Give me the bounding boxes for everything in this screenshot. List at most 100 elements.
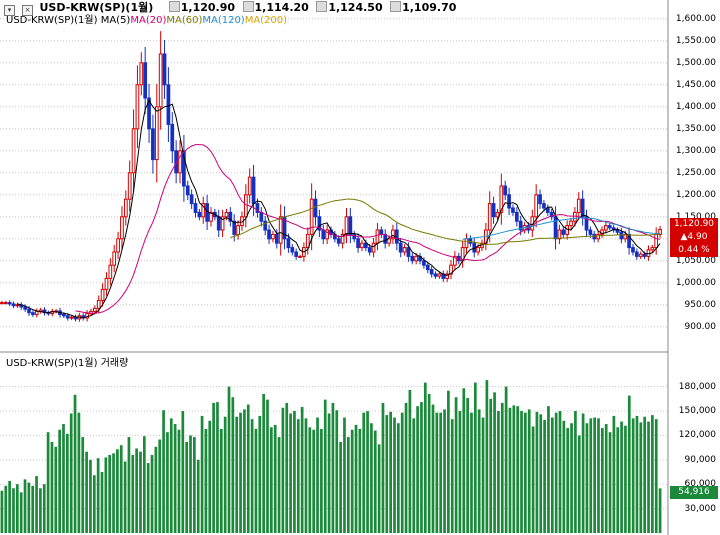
candle-body [23,306,28,310]
volume-bar [458,411,462,533]
ma5-line [17,99,661,319]
candle-body [139,62,144,86]
volume-bar [531,426,535,533]
volume-bar [281,407,285,533]
volume-bar [154,446,158,533]
volume-bar [597,418,600,533]
volume-bar [131,454,135,533]
volume-bar [216,402,219,533]
volume-bar [4,485,8,533]
candle-body [565,225,570,235]
candle-body [573,211,577,222]
candle-body [325,229,329,240]
volume-bar [273,424,277,533]
candle-body [406,247,411,257]
price-tick-label: 1,200.00 [675,189,716,200]
high-price: 1,114.20 [254,1,309,14]
candle-body [151,128,155,161]
volume-bar [600,428,604,533]
candle-body [11,303,16,307]
volume-bar [485,380,489,533]
volume-bar [289,413,292,533]
legend-ma60: MA(60) [166,15,203,26]
volume-bar [112,453,115,533]
close-icon[interactable]: × [22,5,33,16]
volume-legend: USD-KRW(SP)(1월) 거래량 [6,358,129,369]
candle-body [182,150,186,187]
candle-body [437,273,442,277]
volume-tick-label: 150,000 [678,406,716,417]
volume-bar [654,419,658,533]
volume-bar [431,404,435,533]
volume-bar [162,410,165,533]
candle-body [263,220,268,231]
candle-body [344,216,349,235]
symbol-name: USD-KRW(SP)(1월) [39,1,154,14]
collapse-icon[interactable]: ▾ [4,5,15,16]
candle-body [511,207,515,213]
volume-bar [150,454,154,533]
volume-bar [200,415,204,533]
volume-bar [397,423,400,533]
candle-body [615,229,620,233]
candle-body [228,211,233,222]
volume-bar [266,399,269,533]
volume-bar [12,488,15,533]
candle-body [425,264,430,271]
volume-bar [473,382,477,533]
candle-body [271,233,275,240]
candle-body [476,247,480,253]
candle-body [143,62,148,99]
volume-bar [412,418,416,533]
volume-bar [223,416,227,533]
candle-body [627,233,631,249]
volume-bar [493,392,496,533]
chart-header: ▾ × USD-KRW(SP)(1월) 1,120.90 1,114.20 1,1… [0,0,668,16]
candle-body [569,220,573,227]
ma60-line [230,198,661,246]
candle-body [220,216,225,231]
candle-body [495,211,500,218]
open-price-icon [168,1,180,12]
candle-body [65,315,70,319]
volume-bar [574,411,577,533]
price-tick-label: 1,450.00 [675,79,716,90]
volume-bar [504,386,508,533]
price-tick-label: 1,400.00 [675,101,716,112]
candlestick-series [0,31,662,322]
volume-bar [158,439,162,533]
candle-body [631,247,635,253]
volume-bar [320,428,323,533]
volume-bar [339,441,342,533]
volume-bar [512,405,516,533]
volume-bar [639,422,643,533]
price-tick-label: 1,300.00 [675,145,716,156]
candle-body [642,253,647,257]
candle-body [236,225,240,235]
candle-body [371,242,376,253]
candle-body [290,247,295,253]
volume-bar [27,482,31,533]
volume-bar [204,428,208,533]
volume-bar [58,429,62,533]
volume-bar [443,409,446,533]
volume-bar [166,432,169,533]
candle-body [201,203,206,218]
candle-body [92,307,97,312]
volume-bar [246,404,250,533]
volume-bar [466,398,469,533]
volume-bar [54,446,58,533]
volume-bar [370,423,373,533]
volume-bar [177,429,181,533]
candle-body [135,84,140,130]
candle-body [7,302,12,305]
volume-bar [331,402,335,533]
candle-body [34,310,39,315]
volume-bar [400,412,404,533]
candle-body [336,238,341,244]
volume-bar [562,420,566,533]
volume-bar [119,445,123,533]
candle-body [185,185,190,196]
volume-bar [651,415,654,533]
